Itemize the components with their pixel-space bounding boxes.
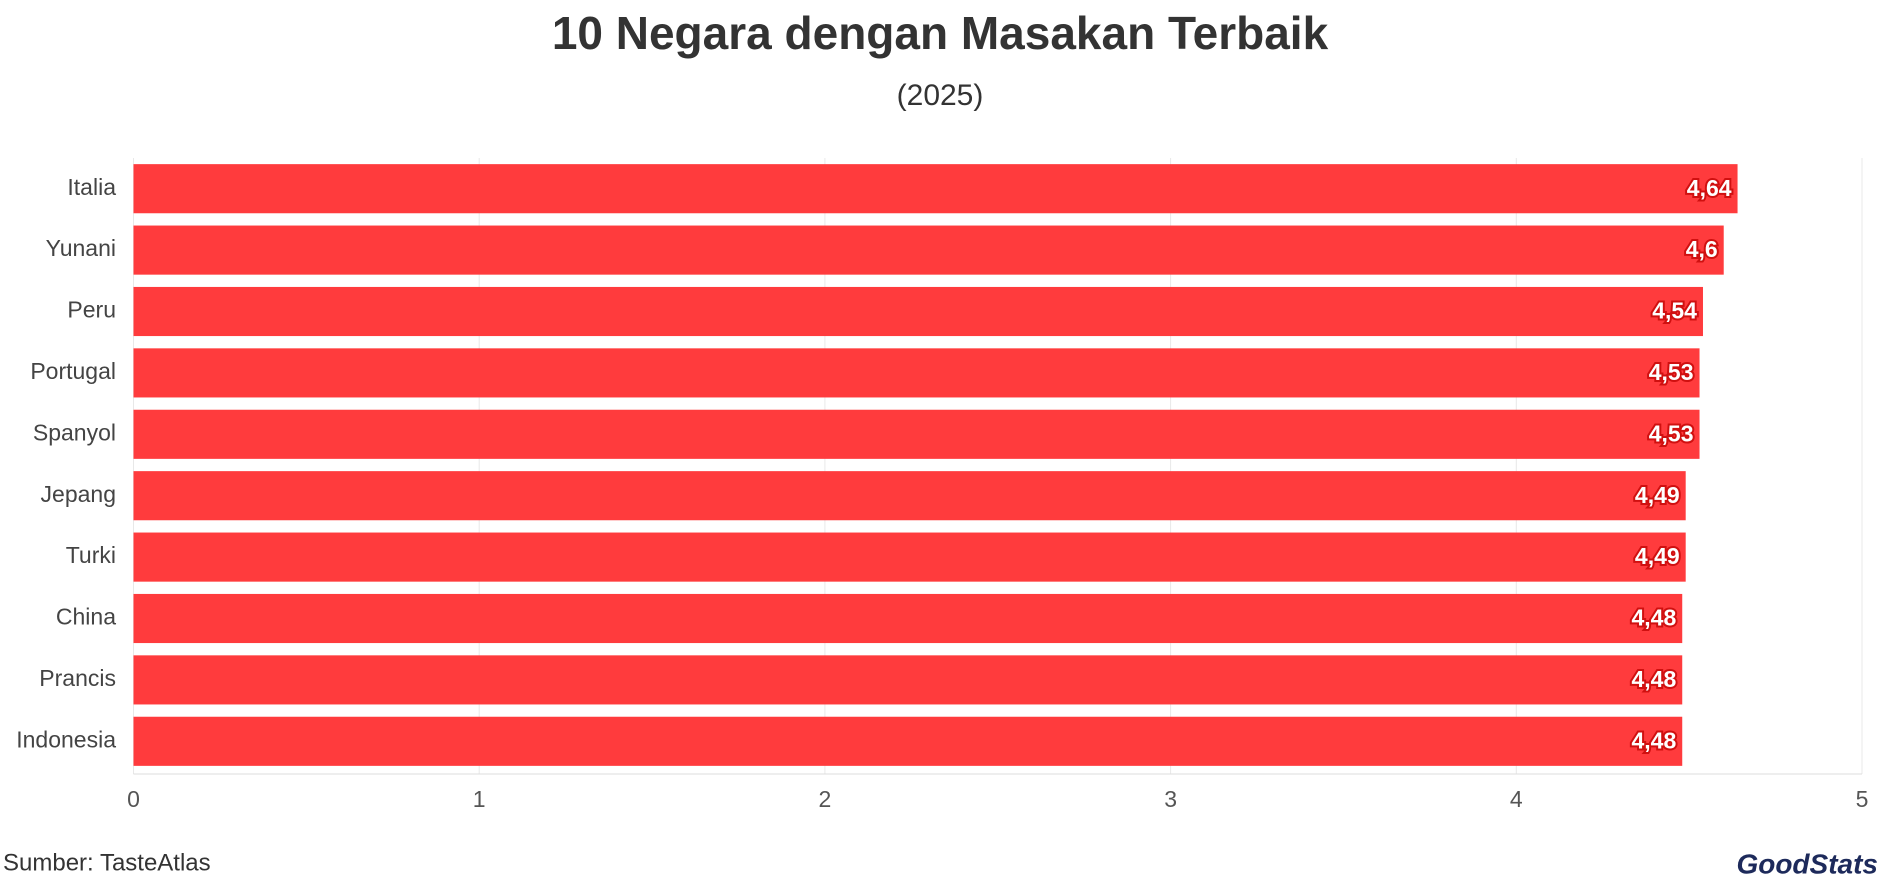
y-tick-label: Italia [67, 174, 116, 200]
value-label: 4,48 [1631, 666, 1676, 692]
y-tick-label: Peru [67, 297, 116, 323]
bar [133, 225, 1724, 275]
bar [133, 532, 1686, 582]
logo: GoodStats [1736, 848, 1878, 879]
x-tick-label: 3 [1164, 786, 1177, 812]
value-label: 4,48 [1631, 605, 1676, 631]
y-tick-label: Portugal [30, 358, 116, 384]
x-tick-label: 1 [473, 786, 486, 812]
y-tick-label: Turki [66, 542, 116, 568]
y-tick-label: Indonesia [16, 726, 116, 752]
x-tick-label: 0 [127, 786, 140, 812]
value-label: 4,49 [1635, 543, 1680, 569]
value-label: 4,6 [1686, 236, 1718, 262]
y-tick-label: Jepang [41, 481, 116, 507]
value-label: 4,53 [1649, 420, 1694, 446]
bar [133, 593, 1683, 644]
bar [133, 716, 1683, 766]
bar [133, 409, 1700, 459]
source-note: Sumber: TasteAtlas [3, 849, 211, 876]
bar [133, 164, 1738, 214]
y-tick-label: Prancis [39, 665, 116, 691]
chart-title: 10 Negara dengan Masakan Terbaik [552, 7, 1329, 59]
value-label: 4,49 [1635, 482, 1680, 508]
value-label: 4,53 [1649, 359, 1694, 385]
bar [133, 286, 1703, 337]
value-label: 4,48 [1631, 727, 1676, 753]
y-tick-label: Yunani [46, 235, 116, 261]
y-tick-label: Spanyol [33, 419, 116, 445]
x-tick-label: 5 [1856, 786, 1869, 812]
bar [133, 471, 1686, 521]
bar [133, 655, 1683, 705]
x-tick-label: 2 [819, 786, 832, 812]
value-label: 4,64 [1687, 175, 1732, 201]
chart-subtitle: (2025) [897, 79, 984, 112]
value-label: 4,54 [1652, 298, 1697, 324]
x-tick-label: 4 [1510, 786, 1523, 812]
y-tick-label: China [56, 604, 116, 630]
bar [133, 348, 1700, 398]
